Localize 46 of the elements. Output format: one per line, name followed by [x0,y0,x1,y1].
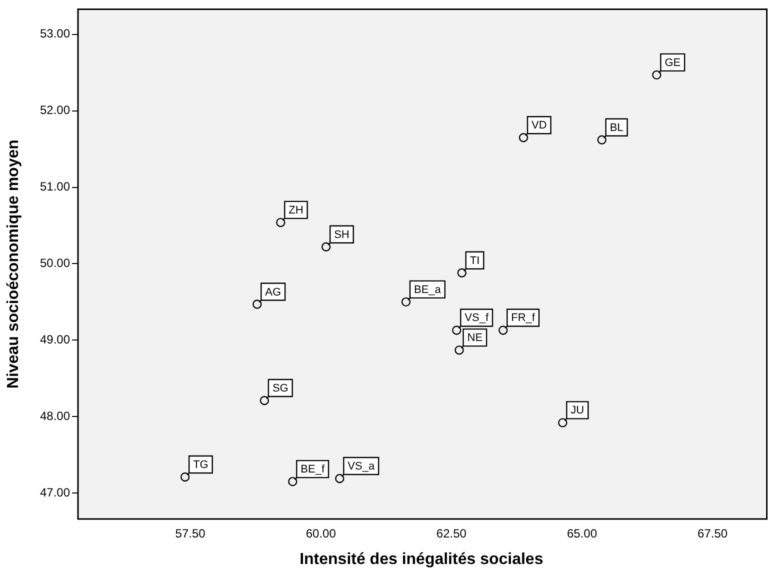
point [452,326,462,335]
point [276,218,286,228]
y-tick-label: 49.00 [40,332,70,346]
annotation: BE_f [300,464,326,476]
y-tick-label: 51.00 [40,180,70,194]
point [401,297,411,307]
annotation: JU [570,404,584,417]
x-tick-label: 62.50 [436,526,467,541]
point [518,133,528,142]
point [335,474,344,484]
y-tick-label: 53.00 [40,26,70,41]
x-axis-title: Intensité des inégalités sociales [300,550,544,568]
annotation: SG [272,382,288,395]
y-tick-label: 50.00 [40,256,70,270]
point [260,396,270,406]
point [180,472,190,482]
x-tick-label: 57.50 [175,526,206,541]
annotation: AG [265,286,282,298]
annotation: TG [193,458,208,471]
point [454,345,464,355]
point [498,326,508,335]
point [321,242,331,252]
annotation: ZH [288,204,304,216]
annotation: VD [532,120,547,132]
point [252,300,262,309]
point [652,70,662,80]
y-tick-label: 47.00 [40,485,70,500]
y-tick-label: 52.00 [40,103,70,118]
annotation: VS_f [464,312,490,324]
annotation: GE [664,56,681,69]
annotation: TI [470,254,480,267]
point [288,476,298,486]
annotation: BL [610,122,624,134]
x-tick-label: 65.00 [566,526,598,541]
annotation: SH [334,228,350,241]
point [457,268,466,278]
annotation: FR_f [511,312,536,324]
x-tick-label: 67.50 [698,526,728,541]
x-tick-label: 60.00 [306,526,336,541]
annotation: BE_a [414,284,442,296]
y-tick-label: 48.00 [40,408,70,423]
point [597,135,606,144]
annotation: VS_a [348,460,376,473]
point [558,418,568,428]
y-axis-title: Niveau socioéconomique moyen [5,140,22,389]
annotation: NE [467,332,483,344]
